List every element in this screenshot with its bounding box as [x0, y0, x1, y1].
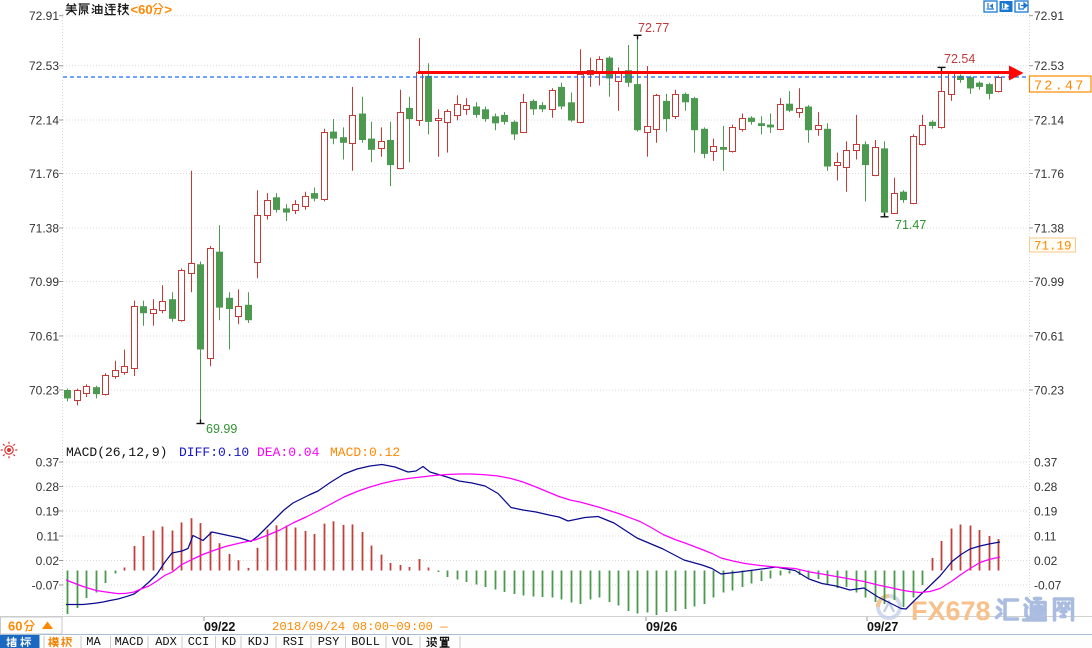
- svg-text:72.53: 72.53: [1034, 59, 1064, 73]
- svg-text:BOLL: BOLL: [351, 635, 380, 648]
- svg-text:0.11: 0.11: [37, 530, 60, 544]
- svg-text:KDJ: KDJ: [248, 635, 270, 648]
- svg-text:72.53: 72.53: [29, 59, 59, 73]
- svg-text:0.28: 0.28: [36, 480, 60, 494]
- svg-text:72.14: 72.14: [1034, 114, 1064, 128]
- svg-text:ADX: ADX: [155, 635, 177, 648]
- svg-text:72.91: 72.91: [29, 9, 59, 23]
- svg-text:72.91: 72.91: [1034, 9, 1064, 23]
- svg-text:72.14: 72.14: [29, 114, 59, 128]
- svg-text:70.23: 70.23: [1034, 384, 1064, 398]
- svg-text:CCI: CCI: [188, 635, 210, 648]
- svg-text:MACD:0.12: MACD:0.12: [330, 445, 400, 460]
- svg-text:MA: MA: [86, 635, 101, 648]
- svg-text:MACD(26,12,9): MACD(26,12,9): [66, 445, 167, 460]
- svg-text:VOL: VOL: [392, 635, 414, 648]
- svg-text:2018/09/24 08:00~09:00 —: 2018/09/24 08:00~09:00 —: [272, 620, 448, 634]
- svg-text:0.37: 0.37: [1034, 456, 1058, 470]
- svg-text:71.38: 71.38: [29, 222, 59, 236]
- svg-text:KD: KD: [222, 635, 236, 648]
- svg-text:70.99: 70.99: [1034, 275, 1064, 289]
- svg-text:DEA:0.04: DEA:0.04: [257, 445, 320, 460]
- svg-text:70.61: 70.61: [1034, 330, 1064, 344]
- svg-text:0.19: 0.19: [1034, 505, 1058, 519]
- svg-text:FX678: FX678: [911, 596, 991, 626]
- svg-text:RSI: RSI: [283, 635, 305, 648]
- svg-text:72.47: 72.47: [1034, 80, 1086, 95]
- svg-text:09/26: 09/26: [646, 620, 677, 634]
- svg-text:09/22: 09/22: [204, 620, 235, 634]
- svg-text:70.23: 70.23: [29, 384, 59, 398]
- svg-text:-0.07: -0.07: [1034, 579, 1062, 593]
- svg-text:09/27: 09/27: [867, 620, 898, 634]
- svg-text:72.77: 72.77: [638, 21, 669, 35]
- svg-text:0.02: 0.02: [36, 554, 60, 568]
- svg-text:71.76: 71.76: [29, 167, 59, 181]
- svg-text:>: >: [165, 2, 173, 17]
- svg-text:71.38: 71.38: [1034, 222, 1064, 236]
- svg-text:72.54: 72.54: [944, 52, 975, 66]
- svg-text:0.37: 0.37: [36, 456, 60, 470]
- svg-text:70.99: 70.99: [29, 275, 59, 289]
- svg-text:0.19: 0.19: [36, 505, 60, 519]
- svg-text:PSY: PSY: [318, 635, 340, 648]
- svg-text:0.28: 0.28: [1034, 480, 1058, 494]
- svg-text:71.47: 71.47: [895, 218, 926, 232]
- svg-text:71.76: 71.76: [1034, 167, 1064, 181]
- svg-text:DIFF:0.10: DIFF:0.10: [179, 445, 249, 460]
- svg-text:60: 60: [8, 619, 22, 634]
- svg-text:69.99: 69.99: [206, 422, 237, 436]
- svg-text:MACD: MACD: [115, 635, 144, 648]
- svg-text:0.02: 0.02: [1034, 554, 1058, 568]
- svg-text:70.61: 70.61: [29, 330, 59, 344]
- svg-text:0.11: 0.11: [1034, 530, 1057, 544]
- svg-text:71.19: 71.19: [1034, 240, 1072, 254]
- svg-text:-0.07: -0.07: [32, 579, 60, 593]
- svg-text:<60: <60: [131, 2, 153, 17]
